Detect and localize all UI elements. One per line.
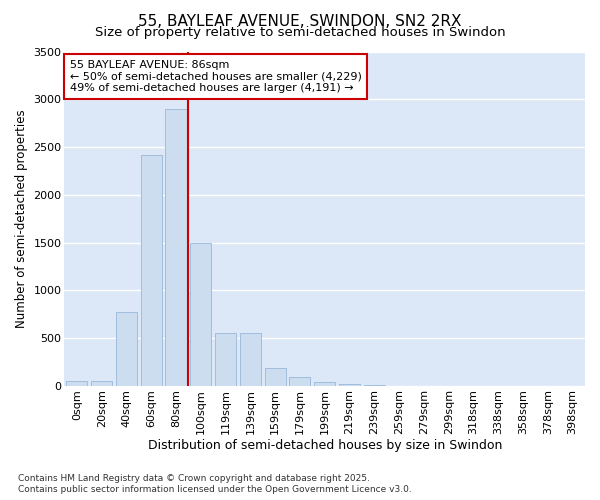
X-axis label: Distribution of semi-detached houses by size in Swindon: Distribution of semi-detached houses by … <box>148 440 502 452</box>
Text: Contains HM Land Registry data © Crown copyright and database right 2025.
Contai: Contains HM Land Registry data © Crown c… <box>18 474 412 494</box>
Bar <box>140 154 162 386</box>
Text: 55 BAYLEAF AVENUE: 86sqm
← 50% of semi-detached houses are smaller (4,229)
49% o: 55 BAYLEAF AVENUE: 86sqm ← 50% of semi-d… <box>70 60 362 93</box>
Bar <box>116 312 137 386</box>
Bar <box>265 368 286 386</box>
Bar <box>190 242 211 386</box>
Bar <box>339 384 360 386</box>
Bar <box>289 377 310 386</box>
Bar <box>215 334 236 386</box>
Bar <box>67 382 88 386</box>
Bar <box>166 109 187 386</box>
Bar <box>314 382 335 386</box>
Bar <box>91 382 112 386</box>
Y-axis label: Number of semi-detached properties: Number of semi-detached properties <box>15 110 28 328</box>
Text: Size of property relative to semi-detached houses in Swindon: Size of property relative to semi-detach… <box>95 26 505 39</box>
Text: 55, BAYLEAF AVENUE, SWINDON, SN2 2RX: 55, BAYLEAF AVENUE, SWINDON, SN2 2RX <box>138 14 462 29</box>
Bar <box>240 334 261 386</box>
